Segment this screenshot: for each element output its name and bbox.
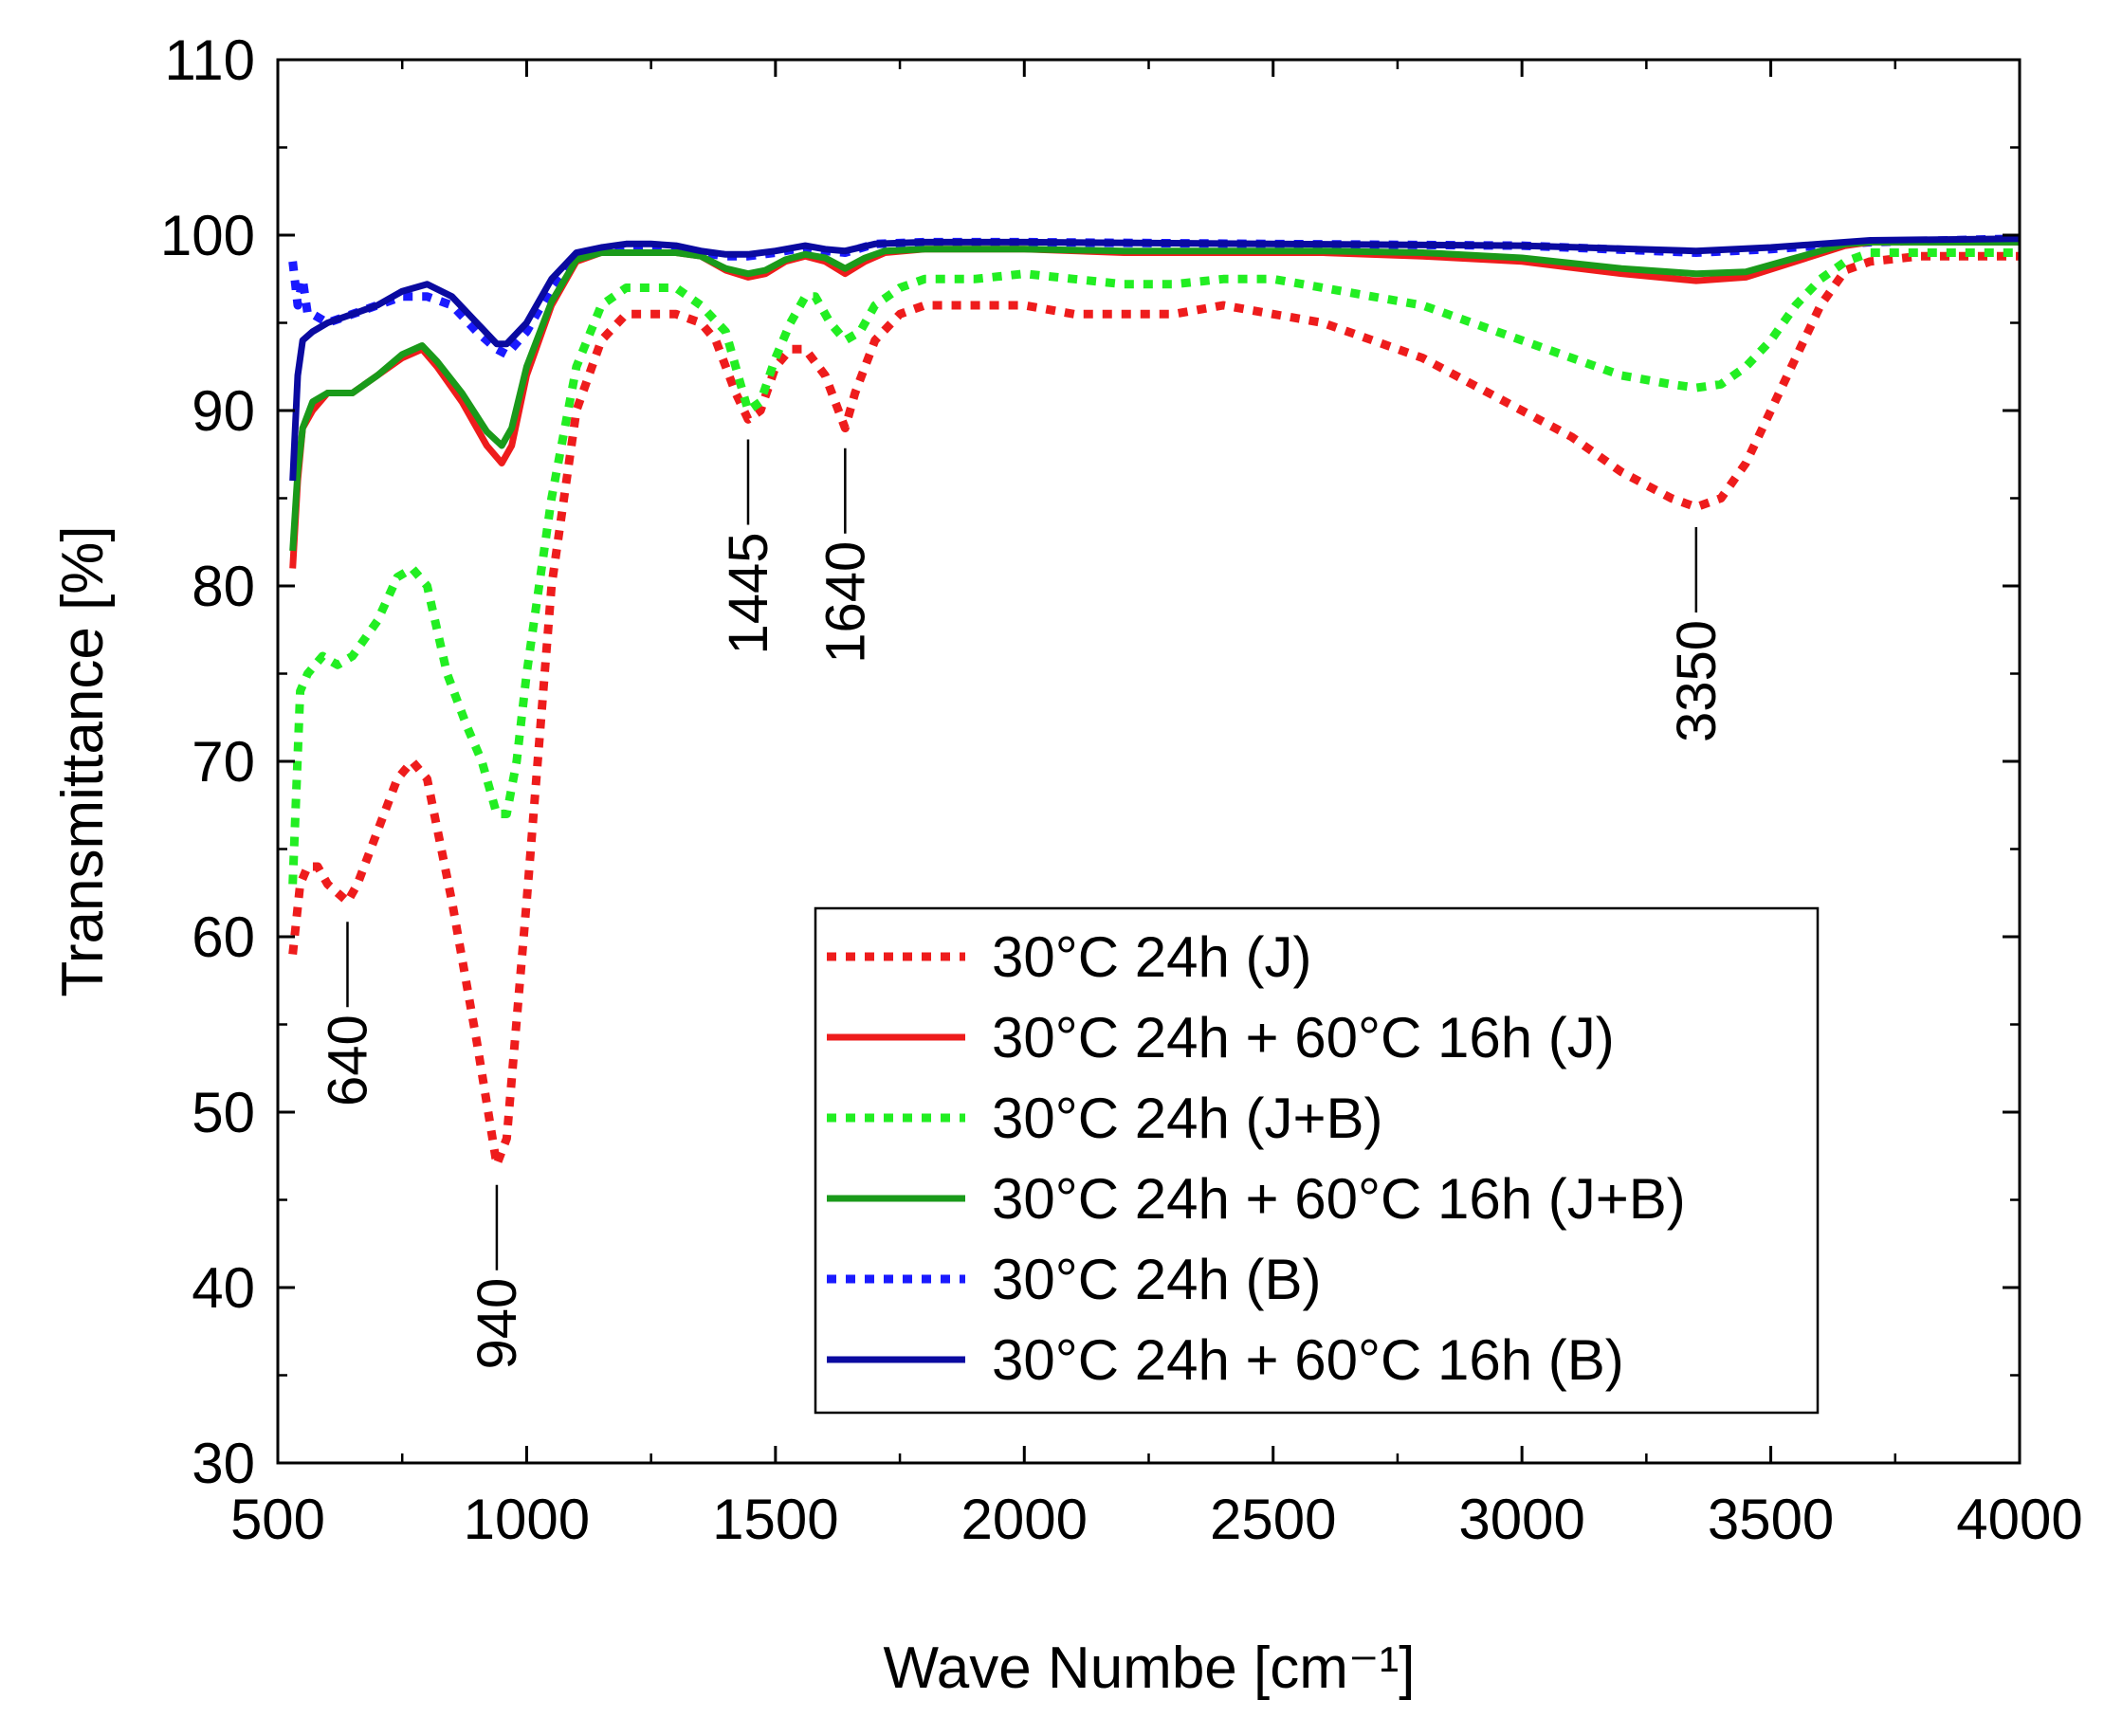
axes-layer: 500 1000 1500 2000 2500 3000 3500 4000 30 40 50 60 7… bbox=[160, 28, 2083, 1551]
legend-label: 30°C 24h + 60°C 16h (J) bbox=[992, 1006, 1615, 1069]
annotation-label: 3350 bbox=[1666, 620, 1728, 742]
series-line-1 bbox=[288, 251, 2020, 1169]
y-tick-label: 60 bbox=[192, 905, 255, 969]
y-tick-label: 70 bbox=[192, 730, 255, 794]
y-tick-label: 90 bbox=[192, 379, 255, 443]
x-tick-label: 1000 bbox=[464, 1488, 590, 1551]
y-tick-label: 30 bbox=[192, 1432, 255, 1495]
x-tick-label: 500 bbox=[230, 1488, 325, 1551]
annotation-label: 940 bbox=[467, 1278, 528, 1370]
annotation-label: 1445 bbox=[718, 533, 779, 655]
y-tick-label: 50 bbox=[192, 1081, 255, 1144]
legend-label: 30°C 24h + 60°C 16h (B) bbox=[992, 1328, 1624, 1392]
legend-label: 30°C 24h (B) bbox=[992, 1248, 1322, 1311]
x-tick-label: 2500 bbox=[1210, 1488, 1336, 1551]
series-line-6 bbox=[289, 235, 2021, 482]
y-tick-label: 110 bbox=[164, 28, 255, 92]
x-tick-label: 3500 bbox=[1708, 1488, 1834, 1551]
annotation-label: 640 bbox=[317, 1014, 378, 1106]
x-tick-label: 3000 bbox=[1458, 1488, 1584, 1551]
x-tick-label: 2000 bbox=[961, 1488, 1088, 1551]
y-tick-label: 40 bbox=[192, 1256, 255, 1320]
series-line-3 bbox=[288, 248, 2020, 885]
y-tick-label: 80 bbox=[192, 555, 255, 618]
legend: 30°C 24h (J) 30°C 24h + 60°C 16h (J) 30°C … bbox=[814, 906, 1820, 1415]
x-tick-label: 4000 bbox=[1956, 1488, 2082, 1551]
y-axis-title: Transmittance [%] bbox=[50, 525, 116, 996]
annotation-layer: 640 940 1445 1640 3350 bbox=[317, 439, 1728, 1370]
legend-box bbox=[814, 906, 1820, 1415]
x-axis-title: Wave Numbe [cm⁻¹] bbox=[884, 1635, 1416, 1701]
legend-label: 30°C 24h (J) bbox=[992, 925, 1311, 989]
annotation-label: 1640 bbox=[814, 541, 876, 664]
x-tick-label: 1500 bbox=[712, 1488, 838, 1551]
legend-label: 30°C 24h (J+B) bbox=[992, 1087, 1383, 1150]
y-tick-label: 100 bbox=[160, 204, 255, 267]
series-line-4 bbox=[289, 238, 2020, 552]
series-layer bbox=[288, 234, 2021, 1169]
legend-label: 30°C 24h + 60°C 16h (J+B) bbox=[992, 1167, 1686, 1231]
